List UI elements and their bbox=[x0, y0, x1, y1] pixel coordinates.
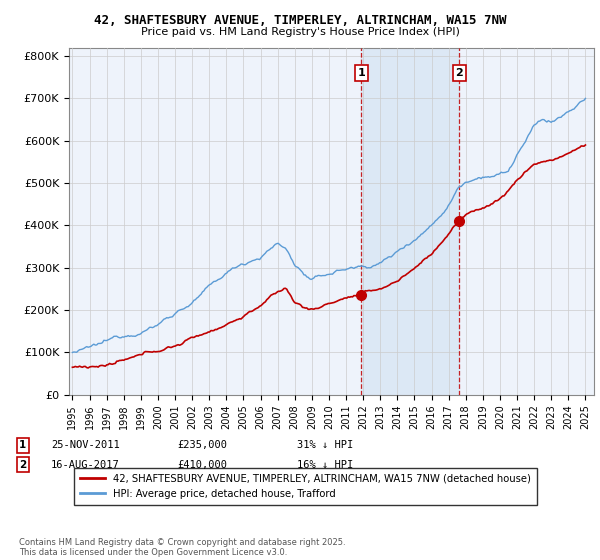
Text: 31% ↓ HPI: 31% ↓ HPI bbox=[297, 440, 353, 450]
Text: 16-AUG-2017: 16-AUG-2017 bbox=[51, 460, 120, 470]
Text: £410,000: £410,000 bbox=[177, 460, 227, 470]
Legend: 42, SHAFTESBURY AVENUE, TIMPERLEY, ALTRINCHAM, WA15 7NW (detached house), HPI: A: 42, SHAFTESBURY AVENUE, TIMPERLEY, ALTRI… bbox=[74, 468, 537, 505]
Text: 16% ↓ HPI: 16% ↓ HPI bbox=[297, 460, 353, 470]
Bar bbox=[361, 48, 459, 395]
Text: Price paid vs. HM Land Registry's House Price Index (HPI): Price paid vs. HM Land Registry's House … bbox=[140, 27, 460, 37]
Text: 1: 1 bbox=[19, 440, 26, 450]
Text: 1: 1 bbox=[358, 68, 365, 78]
Text: 2: 2 bbox=[455, 68, 463, 78]
Text: 42, SHAFTESBURY AVENUE, TIMPERLEY, ALTRINCHAM, WA15 7NW: 42, SHAFTESBURY AVENUE, TIMPERLEY, ALTRI… bbox=[94, 14, 506, 27]
Text: £235,000: £235,000 bbox=[177, 440, 227, 450]
Text: 2: 2 bbox=[19, 460, 26, 470]
Text: 25-NOV-2011: 25-NOV-2011 bbox=[51, 440, 120, 450]
Text: Contains HM Land Registry data © Crown copyright and database right 2025.
This d: Contains HM Land Registry data © Crown c… bbox=[19, 538, 346, 557]
